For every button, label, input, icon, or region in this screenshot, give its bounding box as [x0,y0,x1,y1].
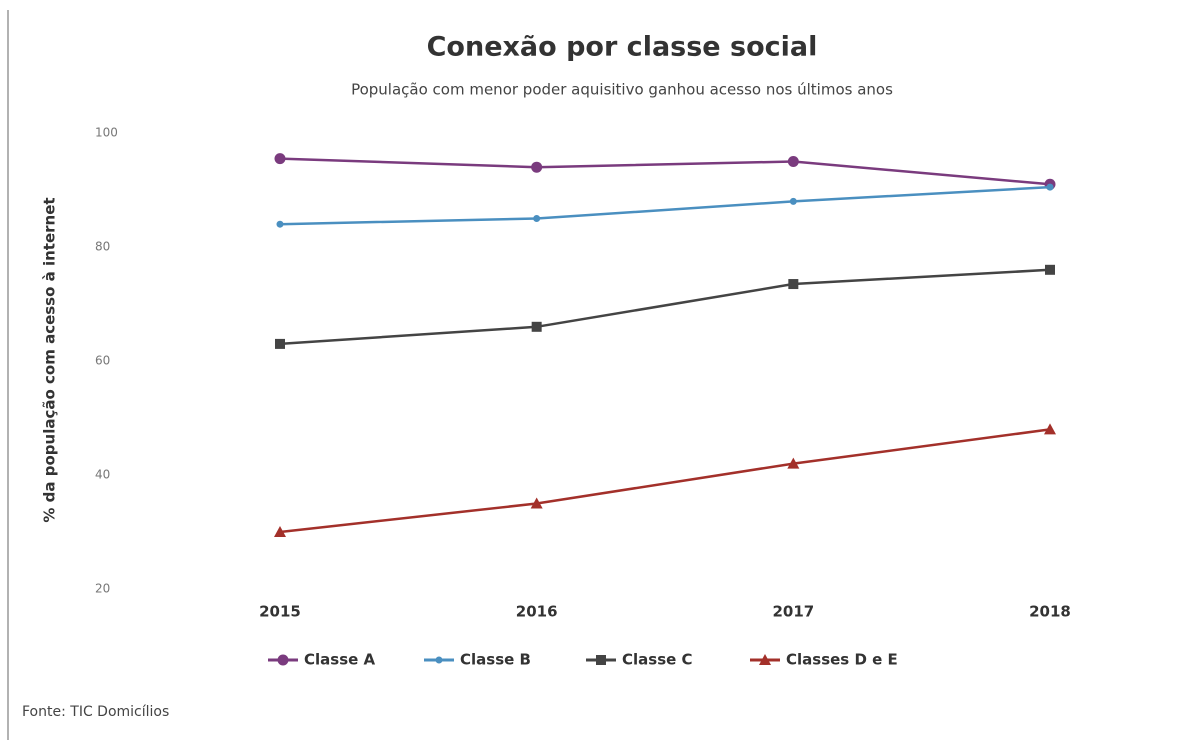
legend-marker [277,654,289,666]
point [1045,264,1055,275]
point [530,497,543,509]
point [788,279,799,290]
point [276,220,284,228]
point [531,161,543,173]
point [789,197,797,205]
x-tick-label: 2018 [1029,603,1071,621]
legend-label: Classes D e E [786,651,898,669]
point [274,526,286,537]
source: Fonte: TIC Domicílios [22,704,169,720]
x-tick-label: 2016 [516,603,558,621]
legend-marker [759,654,771,665]
y-tick-label: 80 [95,240,110,254]
series-line [279,268,1051,346]
point [1044,423,1056,435]
x-tick-label: 2015 [259,603,301,621]
point [533,215,541,222]
y-tick-label: 100 [95,126,118,140]
y-tick-label: 40 [95,468,110,482]
point [275,338,285,349]
series-line [279,428,1051,534]
y-axis-label: % da população com acesso à internet [41,197,59,522]
legend-label: Classe A [304,651,376,669]
chart-title: Conexão por classe social [427,32,818,63]
legend-marker [596,655,606,665]
point [787,457,800,469]
legend-label: Classe C [622,651,693,669]
point [1046,183,1054,191]
point [531,321,542,332]
chart-subtitle: População com menor poder aquisitivo gan… [351,81,893,99]
y-tick-label: 60 [95,354,110,368]
point [787,156,799,167]
x-tick-label: 2017 [772,603,814,621]
series-line [279,157,1051,186]
point [274,153,286,165]
y-tick-label: 20 [95,582,110,596]
series-line [279,185,1051,226]
legend-label: Classe B [460,651,531,669]
legend-marker [435,656,443,664]
